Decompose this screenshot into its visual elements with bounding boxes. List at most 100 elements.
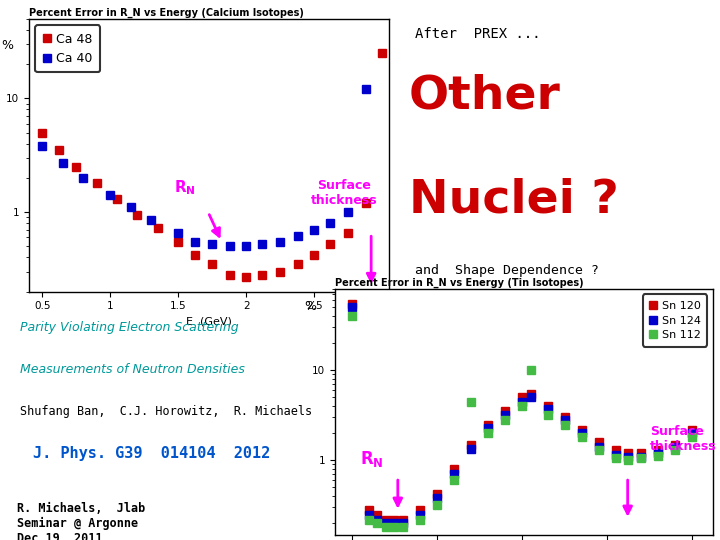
Ca 48 (276, 268, 284, 275)
Sn 120 (500, 408, 509, 415)
Sn 112 (500, 417, 509, 423)
Sn 124 (595, 444, 603, 450)
Sn 112 (518, 403, 526, 409)
Sn 124 (526, 394, 535, 401)
Sn 120 (415, 507, 424, 514)
Ca 48 (113, 196, 122, 202)
Ca 40 (326, 220, 335, 226)
Sn 112 (595, 447, 603, 454)
Ca 40 (78, 174, 87, 181)
Sn 120 (399, 516, 408, 523)
Sn 120 (611, 447, 620, 454)
Sn 112 (624, 457, 632, 464)
Text: After  PREX ...: After PREX ... (415, 27, 541, 41)
Y-axis label: %: % (305, 300, 316, 313)
Sn 124 (484, 424, 492, 431)
Ca 40 (147, 217, 156, 224)
Text: R. Michaels,  Jlab
Seminar @ Argonne
Dec 19, 2011: R. Michaels, Jlab Seminar @ Argonne Dec … (17, 502, 145, 540)
Sn 112 (544, 411, 552, 418)
Sn 120 (577, 426, 586, 433)
Sn 112 (364, 516, 373, 523)
Sn 112 (654, 453, 662, 459)
Ca 40 (242, 243, 251, 249)
Ca 48 (174, 238, 183, 245)
Sn 124 (654, 450, 662, 456)
Sn 120 (560, 414, 569, 421)
Sn 124 (624, 454, 632, 460)
Sn 120 (544, 403, 552, 409)
Sn 124 (518, 399, 526, 405)
Sn 112 (484, 430, 492, 436)
Legend: Sn 120, Sn 124, Sn 112: Sn 120, Sn 124, Sn 112 (643, 294, 707, 347)
Ca 40 (225, 243, 234, 249)
Ca 40 (276, 238, 284, 245)
Ca 48 (55, 147, 63, 153)
Line: Ca 48: Ca 48 (39, 49, 386, 281)
Sn 124 (364, 511, 373, 518)
Ca 40 (58, 160, 67, 166)
Sn 112 (637, 455, 646, 462)
Sn 124 (415, 511, 424, 518)
Ca 40 (127, 204, 135, 211)
Sn 124 (671, 444, 680, 450)
Text: Surface
thickness: Surface thickness (649, 425, 716, 453)
Ca 48 (242, 274, 251, 280)
Sn 120 (348, 300, 356, 307)
Ca 48 (378, 50, 387, 56)
Sn 124 (544, 406, 552, 413)
Text: Percent Error in R_N vs Energy (Calcium Isotopes): Percent Error in R_N vs Energy (Calcium … (29, 8, 304, 18)
Sn 112 (390, 524, 399, 531)
Sn 120 (526, 390, 535, 397)
Ca 40 (38, 143, 47, 150)
Sn 120 (467, 441, 475, 448)
Text: Shufang Ban,  C.J. Horowitz,  R. Michaels: Shufang Ban, C.J. Horowitz, R. Michaels (20, 404, 312, 417)
Ca 40 (190, 238, 199, 245)
Ca 48 (190, 252, 199, 258)
Sn 120 (637, 450, 646, 456)
Sn 120 (654, 447, 662, 454)
Text: Nuclei ?: Nuclei ? (409, 177, 618, 222)
Sn 112 (467, 399, 475, 405)
Sn 124 (399, 520, 408, 526)
Text: Surface
thickness: Surface thickness (310, 179, 377, 207)
Ca 40 (174, 230, 183, 237)
Ca 48 (133, 211, 142, 218)
Sn 112 (399, 524, 408, 531)
Y-axis label: %: % (1, 39, 13, 52)
Line: Sn 120: Sn 120 (348, 300, 696, 523)
Ca 48 (310, 252, 318, 258)
Sn 112 (415, 516, 424, 523)
Sn 124 (577, 430, 586, 436)
Sn 124 (688, 430, 697, 436)
Sn 112 (688, 434, 697, 441)
Sn 112 (577, 434, 586, 441)
Sn 124 (390, 520, 399, 526)
Sn 112 (671, 447, 680, 454)
Ca 48 (361, 200, 370, 206)
Sn 112 (382, 524, 390, 531)
Text: and  Shape Dependence ?: and Shape Dependence ? (415, 264, 599, 278)
Sn 124 (637, 454, 646, 460)
Sn 124 (433, 495, 441, 502)
Sn 120 (688, 426, 697, 433)
Text: J. Phys. G39  014104  2012: J. Phys. G39 014104 2012 (32, 447, 270, 461)
Sn 112 (373, 520, 382, 526)
Ca 48 (92, 180, 101, 186)
Line: Sn 124: Sn 124 (348, 303, 696, 527)
Legend: Ca 48, Ca 40: Ca 48, Ca 40 (35, 25, 100, 72)
Sn 112 (611, 455, 620, 462)
Sn 124 (467, 446, 475, 452)
Sn 120 (518, 394, 526, 401)
Text: $\mathbf{R_N}$: $\mathbf{R_N}$ (174, 178, 196, 197)
Ca 40 (310, 226, 318, 233)
Ca 40 (258, 241, 267, 248)
Ca 40 (294, 233, 302, 239)
Sn 112 (433, 502, 441, 508)
Text: Other: Other (409, 73, 561, 118)
Ca 40 (361, 86, 370, 93)
Sn 124 (611, 451, 620, 458)
Sn 120 (484, 421, 492, 428)
Sn 120 (382, 516, 390, 523)
Ca 40 (343, 209, 352, 215)
Sn 112 (526, 367, 535, 374)
